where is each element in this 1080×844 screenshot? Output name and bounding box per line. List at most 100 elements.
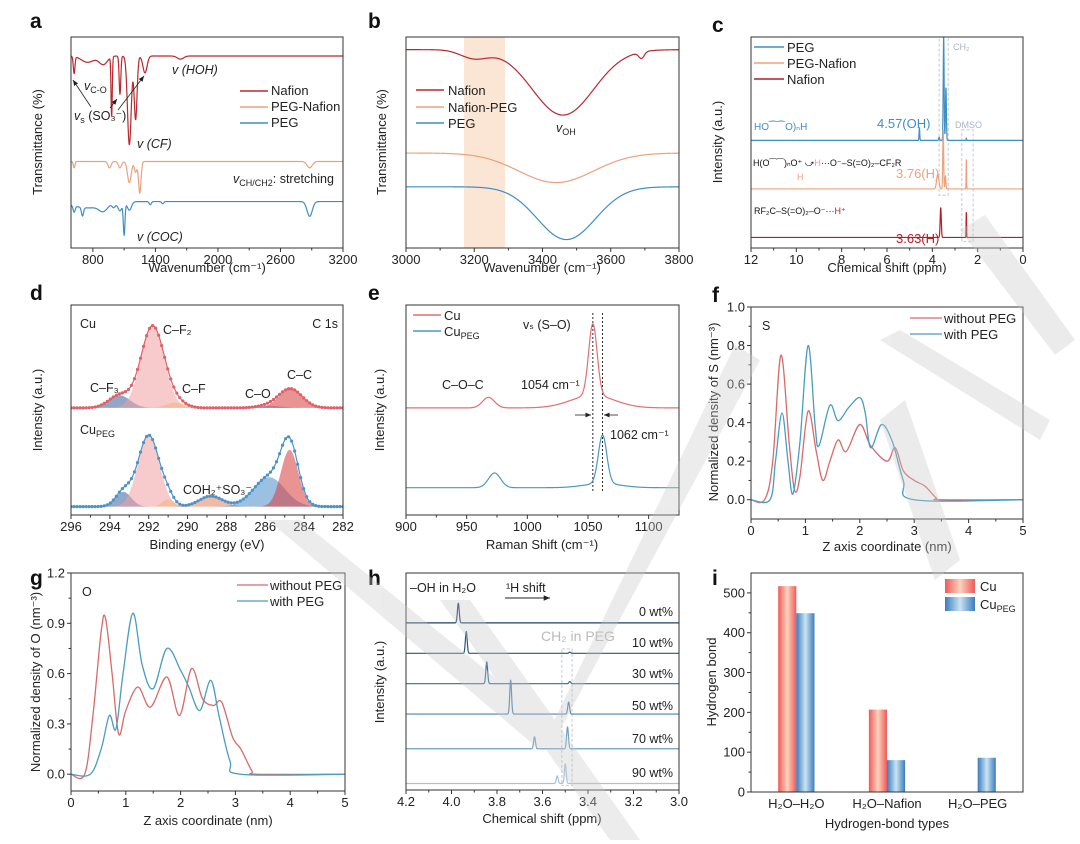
fit-component-C–C — [71, 449, 343, 507]
chart-b: 3000 3200 3400 3600 3800 — [392, 36, 693, 267]
data-point — [250, 405, 254, 409]
legend-label: PEG — [448, 116, 475, 131]
annotation-ch-stretching: vCH/CH2: stretching — [233, 172, 334, 188]
series-line-10-wt% — [406, 631, 679, 654]
box-label-dmso: DMSO — [955, 120, 982, 130]
x-tick-label: 5 — [341, 795, 348, 810]
y-axis-label-e: Intensity (a.u.) — [372, 369, 387, 451]
data-point — [154, 446, 158, 450]
panel-label-e: e — [368, 282, 380, 305]
data-point — [332, 504, 336, 509]
data-point — [232, 501, 236, 505]
data-point — [265, 473, 270, 477]
x-axis-label-i: Hydrogen-bond types — [825, 816, 950, 831]
data-point — [172, 385, 176, 389]
bar-CuPEG-0 — [796, 613, 815, 792]
data-point — [187, 503, 191, 507]
x-tick-label: 4.2 — [397, 794, 415, 809]
y-tick-label: 0.8 — [727, 338, 745, 353]
category-label: H₂O–H₂O — [768, 796, 824, 811]
y-tick-label: 0.6 — [727, 377, 745, 392]
data-point — [199, 497, 203, 501]
trace-label: 70 wt% — [632, 732, 673, 746]
data-point — [259, 403, 263, 407]
label-cf3: C–F₃ — [90, 381, 119, 395]
series-line-with-PEG — [751, 344, 1023, 504]
data-point — [256, 481, 260, 485]
x-tick-label: 3 — [911, 523, 918, 538]
data-point — [214, 406, 218, 410]
data-point — [178, 502, 182, 506]
series-line-Nafion — [71, 55, 343, 146]
data-point — [196, 499, 200, 503]
chart-i: H₂O–H₂O H₂O–Nafion H₂O–PEG 0 100 200 300 400 500 — [723, 572, 1024, 811]
x-tick-label: 3600 — [596, 252, 625, 267]
plot-area — [751, 37, 1023, 243]
x-tick-label: 1100 — [635, 519, 663, 534]
data-point — [308, 401, 312, 405]
y-tick-label: 0.9 — [47, 616, 65, 631]
x-tick-label: 0 — [747, 523, 754, 538]
label-cf2: C–F₂ — [163, 323, 192, 337]
x-tick-label: 1 — [802, 523, 809, 538]
data-point — [283, 388, 288, 392]
data-point — [247, 405, 251, 409]
x-axis-label-a: Wavenumber (cm⁻¹) — [148, 260, 266, 275]
bar-Cu-1 — [868, 709, 887, 792]
x-tick-label: 5 — [1019, 523, 1026, 538]
data-point — [184, 503, 188, 507]
x-tick-label: 1400 — [141, 252, 170, 267]
data-point — [102, 401, 106, 405]
chart-h: 4.2 4.0 3.8 3.6 3.4 3.2 3.0 — [397, 572, 688, 809]
annotation-1062: 1062 cm⁻¹ — [610, 428, 669, 442]
data-point — [274, 460, 279, 464]
data-point — [126, 387, 131, 392]
data-point — [141, 344, 146, 348]
data-point — [287, 387, 291, 391]
data-point — [283, 437, 288, 441]
category-label: H₂O–PEG — [948, 796, 1007, 811]
data-point — [205, 406, 209, 410]
data-point — [226, 406, 230, 410]
data-point — [253, 405, 257, 409]
y-tick-label: 400 — [723, 625, 745, 640]
data-point — [132, 377, 137, 381]
data-point — [262, 402, 267, 407]
x-tick-label: 0 — [67, 795, 74, 810]
data-point — [335, 504, 339, 509]
data-point — [335, 406, 339, 410]
data-point — [244, 494, 248, 499]
data-point — [114, 393, 118, 397]
series-line-without-PEG — [71, 614, 345, 780]
chart-d: 296 294 292 290 288 286 284 282 — [60, 304, 354, 534]
axes-frame — [70, 36, 344, 249]
data-point — [223, 499, 227, 503]
data-point — [72, 505, 76, 509]
x-tick-label: 1 — [122, 795, 129, 810]
y-tick-label: 0.0 — [727, 492, 745, 507]
data-point — [250, 488, 254, 492]
y-tick-label: 0.3 — [47, 716, 65, 731]
data-point — [157, 456, 161, 460]
data-point — [338, 406, 342, 410]
box-label-ch2: CH₂ — [953, 42, 970, 52]
label-cf: C–F — [182, 382, 206, 396]
series-line-Cu — [71, 325, 343, 409]
chart-g: 0 1 2 3 4 5 0.0 0.3 0.6 0.9 1.2 — [47, 566, 349, 811]
annotation-so3: vs (SO₃⁻) — [74, 109, 126, 125]
x-tick-label: 2600 — [266, 252, 295, 267]
label-co: C–O — [245, 387, 271, 401]
watermark-vch-logo — [268, 215, 1075, 840]
x-tick-label: 3200 — [329, 252, 358, 267]
legend-label: without PEG — [943, 311, 1016, 326]
x-tick-label: 284 — [293, 519, 315, 534]
data-point — [147, 433, 152, 437]
x-axis-label-e: Raman Shift (cm⁻¹) — [486, 537, 598, 552]
data-point — [144, 434, 149, 439]
x-tick-label: 290 — [177, 519, 199, 534]
data-point — [96, 404, 100, 408]
data-point — [268, 399, 273, 404]
data-point — [166, 367, 170, 371]
data-point — [78, 406, 82, 410]
y-axis-label-g: Normalized density of O (nm⁻³) — [28, 592, 43, 772]
